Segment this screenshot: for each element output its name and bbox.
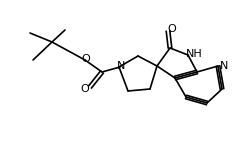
Text: N: N	[117, 61, 125, 71]
Text: O: O	[80, 84, 90, 94]
Text: N: N	[220, 61, 228, 71]
Text: NH: NH	[186, 49, 202, 59]
Text: O: O	[168, 24, 176, 34]
Text: O: O	[82, 54, 90, 64]
